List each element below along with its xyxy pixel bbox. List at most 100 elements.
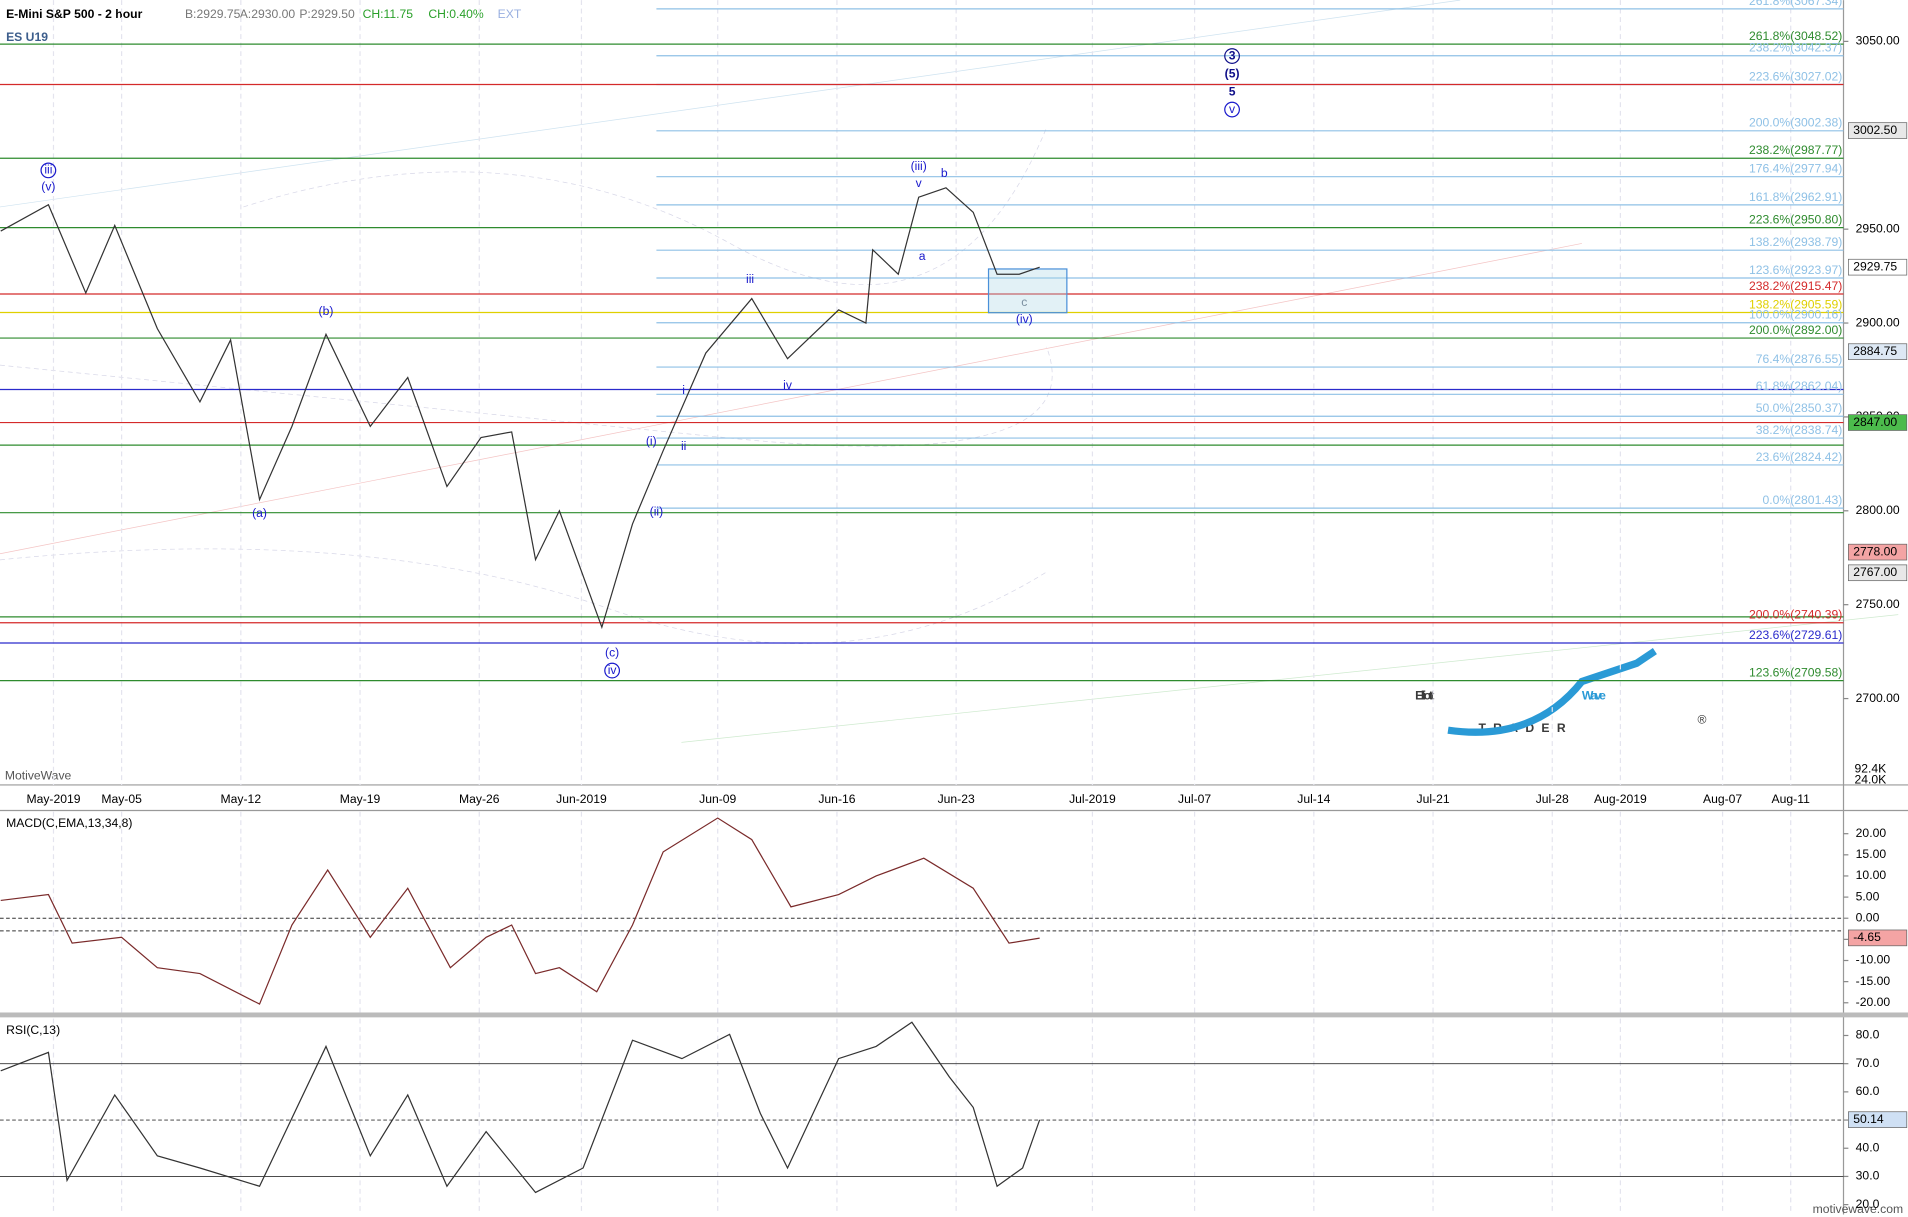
x-tick-label: Aug-2019 — [1594, 792, 1647, 806]
trend-line — [0, 243, 1582, 555]
wave-circle — [40, 162, 57, 179]
y-tick-label: 20.00 — [1856, 826, 1887, 840]
y-tick-label: 70.0 — [1856, 1056, 1880, 1070]
change-pct: CH:0.40% — [428, 7, 484, 21]
x-tick-label: Aug-11 — [1772, 792, 1811, 806]
x-tick-label: Jun-09 — [699, 792, 736, 806]
panel-title: RSI(C,13) — [6, 1023, 60, 1037]
y-tick-label: 0.00 — [1856, 910, 1880, 924]
fib-label: 0.0%(2801.43) — [1763, 493, 1843, 507]
wave-label: (v) — [41, 180, 55, 194]
x-tick-label: May-05 — [101, 792, 142, 806]
logo-mark: ® — [1697, 713, 1706, 727]
x-tick-label: Jul-14 — [1297, 792, 1330, 806]
fib-label: 100.0%(2900.16) — [1749, 308, 1842, 322]
band-line — [0, 346, 1053, 447]
wave-label: i — [682, 383, 685, 397]
price-marker — [1848, 122, 1908, 139]
y-tick-label: 3050.00 — [1856, 34, 1900, 48]
y-tick-label: 30.0 — [1856, 1169, 1880, 1183]
y-tick-label: -20.00 — [1856, 995, 1891, 1009]
x-tick-label: Jul-21 — [1416, 792, 1449, 806]
wave-label: 3 — [1229, 48, 1236, 62]
y-tick-label: -10.00 — [1856, 953, 1891, 967]
wave-label: iv — [608, 663, 618, 677]
price-marker — [1848, 343, 1908, 360]
symbol: ES U19 — [6, 30, 48, 44]
y-tick-label: 10.00 — [1856, 868, 1887, 882]
price-marker — [1848, 929, 1908, 947]
panel-divider — [0, 1012, 1908, 1018]
y-tick-label: 2750.00 — [1856, 597, 1900, 611]
fib-label: 123.6%(2923.97) — [1749, 263, 1842, 277]
fib-label: 161.8%(2962.91) — [1749, 190, 1842, 204]
wave-label: c — [1021, 295, 1027, 309]
fib-label: 261.8%(3067.34) — [1749, 0, 1842, 8]
indicator-line — [0, 817, 1040, 1005]
price-marker-label: 2884.75 — [1853, 344, 1897, 358]
trend-line — [0, 0, 1461, 208]
fib-label: 238.2%(3042.37) — [1749, 41, 1842, 55]
fib-label: 76.4%(2876.55) — [1756, 352, 1843, 366]
volume-label: 92.4K — [1854, 761, 1886, 775]
ask: A:2930.00 — [240, 7, 296, 21]
ext: EXT — [498, 7, 522, 21]
y-tick-label: 80.0 — [1856, 1028, 1880, 1042]
wave-label: iii — [44, 163, 52, 177]
price-marker-label: 50.14 — [1853, 1112, 1884, 1126]
logo-word: Wave — [1582, 688, 1606, 702]
x-tick-label: Jun-16 — [818, 792, 855, 806]
band-line — [0, 548, 1047, 644]
fib-label: 123.6%(2709.58) — [1749, 665, 1842, 679]
x-tick-label: Jun-23 — [938, 792, 975, 806]
bid: B:2929.75 — [185, 7, 241, 21]
band-line — [243, 127, 1047, 285]
y-tick-label: 60.0 — [1856, 1084, 1880, 1098]
fib-label: 50.0%(2850.37) — [1756, 401, 1843, 415]
wave-label: v — [916, 176, 923, 190]
logo-swoosh — [1447, 648, 1657, 736]
fib-label: 223.6%(2950.80) — [1749, 213, 1842, 227]
price-marker-label: 2778.00 — [1853, 544, 1897, 558]
fib-label: 238.2%(2987.77) — [1749, 143, 1842, 157]
y-tick-label: 40.0 — [1856, 1140, 1880, 1154]
x-tick-label: Jul-28 — [1536, 792, 1569, 806]
wave-circle — [1224, 48, 1240, 64]
price-marker — [1848, 258, 1908, 276]
y-tick-label: 2800.00 — [1856, 503, 1900, 517]
watermark: MotiveWave — [5, 769, 72, 783]
fib-label: 223.6%(3027.02) — [1749, 69, 1842, 83]
x-tick-label: May-26 — [459, 792, 500, 806]
fib-label: 200.0%(3002.38) — [1749, 116, 1842, 130]
volume-label: 24.0K — [1854, 772, 1886, 786]
wave-label: v — [1229, 102, 1236, 116]
wave-label: (i) — [646, 434, 657, 448]
x-tick-label: Jul-07 — [1178, 792, 1211, 806]
change: CH:11.75 — [363, 7, 414, 21]
fib-label: 23.6%(2824.42) — [1756, 450, 1843, 464]
fib-label: 176.4%(2977.94) — [1749, 162, 1842, 176]
wave-label: a — [919, 249, 926, 263]
fib-label: 61.8%(2862.04) — [1756, 379, 1843, 393]
price-line — [0, 187, 1040, 630]
y-tick-label: 2900.00 — [1856, 315, 1900, 329]
wave-label: iii — [746, 272, 754, 286]
y-tick-label: 2950.00 — [1856, 221, 1900, 235]
wave-label: iv — [783, 378, 793, 392]
fib-label: 138.2%(2905.59) — [1749, 297, 1842, 311]
fib-label: 223.6%(2729.61) — [1749, 628, 1842, 642]
y-tick-label: 2700.00 — [1856, 691, 1900, 705]
y-tick-label: 5.00 — [1856, 889, 1880, 903]
wave-label: (iii) — [911, 159, 927, 173]
logo: Elliott Wave TRADER ® — [1415, 648, 1706, 736]
logo-word: Elliott — [1415, 688, 1434, 702]
chart-title: E-Mini S&P 500 - 2 hour — [6, 7, 142, 21]
price-marker-label: 2847.00 — [1853, 415, 1897, 429]
wave-label: b — [941, 166, 948, 180]
price-marker-label: 2929.75 — [1853, 259, 1897, 273]
x-tick-label: Jun-2019 — [556, 792, 607, 806]
wave-circle — [604, 662, 621, 679]
wave-label: 5 — [1229, 85, 1236, 99]
price-marker-label: 3002.50 — [1853, 123, 1897, 137]
